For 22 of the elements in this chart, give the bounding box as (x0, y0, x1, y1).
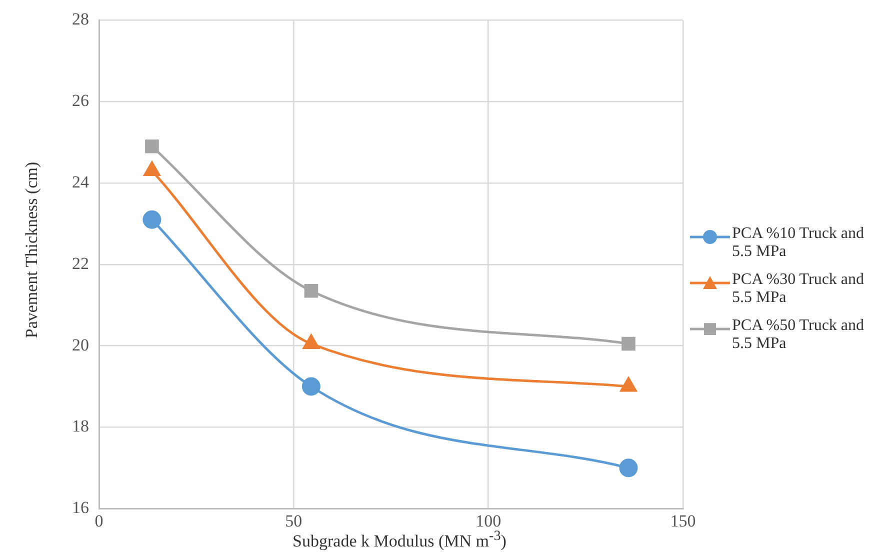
x-tick-label: 0 (94, 511, 104, 530)
y-tick-label: 24 (72, 172, 90, 192)
y-tick-label: 22 (72, 254, 89, 273)
y-tick-label: 18 (72, 416, 89, 436)
y-tick-label: 16 (72, 498, 89, 518)
x-tick-label: 50 (285, 511, 302, 530)
point (304, 284, 318, 298)
y-tick-label: 20 (72, 335, 89, 354)
x-tick-label: 100 (476, 511, 502, 530)
point (622, 336, 636, 351)
legend-label: PCA %10 Truck and 5.5 MPa (732, 225, 866, 261)
point (302, 377, 320, 396)
legend-label: PCA %30 Truck and 5.5 MPa (732, 271, 866, 307)
point (619, 458, 638, 478)
legend-label: PCA %50 Truck and 5.5 MPa (732, 317, 866, 353)
x-axis-title: Subgrade k Modulus (MN m$^{-3}$) (292, 528, 506, 551)
y-tick-label: 26 (72, 91, 89, 110)
y-axis-title: Pavement Thickness (cm) (22, 162, 42, 338)
y-tick-label: 28 (72, 10, 89, 29)
point (145, 139, 159, 154)
x-tick-label: 150 (670, 511, 696, 530)
point (142, 210, 162, 229)
